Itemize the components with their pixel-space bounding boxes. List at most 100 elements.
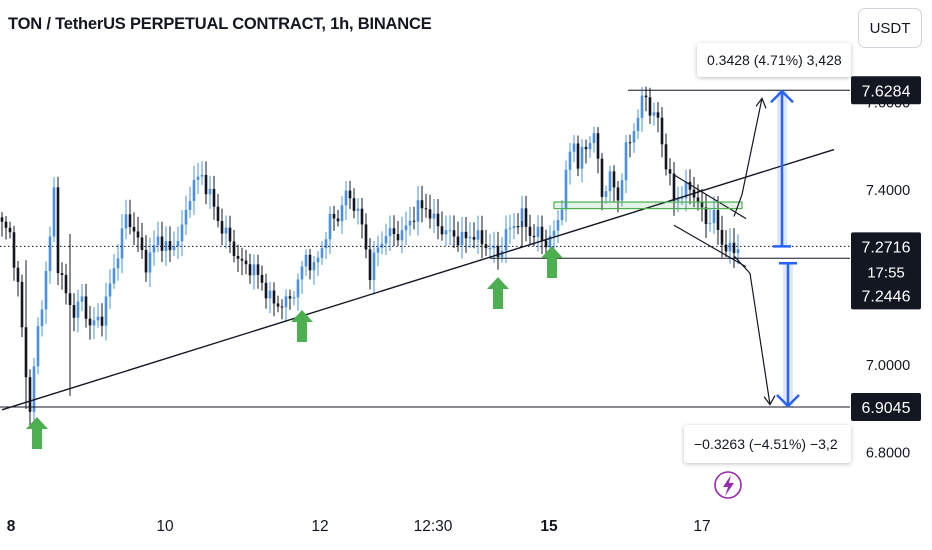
candle-body — [4, 221, 8, 228]
candle-body — [404, 225, 408, 231]
candle-body — [624, 142, 628, 181]
candle-body — [452, 230, 456, 237]
candle-body — [12, 232, 16, 268]
candle-body — [636, 117, 640, 132]
candle-body — [180, 224, 184, 242]
candle-body — [156, 236, 160, 246]
candle-body — [680, 198, 684, 200]
candle-body — [292, 297, 296, 299]
candle-body — [448, 230, 452, 232]
candle-body — [352, 198, 356, 211]
chart-drawings — [0, 89, 850, 499]
candle-body — [504, 229, 508, 251]
candle-body — [36, 326, 40, 367]
candle-body — [468, 237, 472, 239]
candle-body — [308, 254, 312, 271]
candle-body — [620, 180, 624, 201]
candle-body — [144, 249, 148, 273]
candle-body — [576, 143, 580, 169]
candle-body — [532, 235, 536, 238]
candle-body — [16, 267, 20, 282]
candle-body — [608, 171, 612, 192]
candle-body — [688, 181, 692, 190]
candle-body — [108, 283, 112, 297]
candle-body — [512, 226, 516, 229]
candle-body — [148, 252, 152, 273]
candle-body — [296, 279, 300, 298]
candle-body — [428, 209, 432, 219]
candlestick-series — [0, 86, 740, 426]
candle-body — [220, 221, 224, 234]
candle-body — [304, 254, 308, 267]
candle-body — [224, 227, 228, 234]
candle-body — [492, 245, 496, 249]
candle-body — [176, 241, 180, 247]
current-price-tag: 7.2716 — [862, 239, 911, 256]
candle-body — [276, 303, 280, 307]
candle-body — [596, 133, 600, 159]
candle-body — [484, 244, 488, 249]
lightning-icon-bolt — [723, 475, 734, 496]
candle-body — [204, 174, 208, 195]
x-tick-label: 12:30 — [414, 518, 453, 535]
candle-body — [356, 208, 360, 211]
candle-body — [584, 146, 588, 150]
candle-body — [408, 220, 412, 226]
candle-body — [616, 187, 620, 201]
candle-body — [676, 198, 680, 201]
channel-upper — [673, 174, 747, 220]
lightning-icon[interactable] — [714, 471, 742, 499]
price-axis: 7.60007.40007.00006.80007.62847.27167.24… — [851, 76, 921, 462]
trendline — [1, 148, 835, 411]
candle-body — [320, 248, 324, 258]
current-price-tag-bg — [851, 232, 921, 261]
candle-body — [84, 296, 88, 319]
candle-body — [172, 246, 176, 251]
candle-body — [92, 320, 96, 326]
candle-body — [672, 173, 676, 201]
y-tick-label: 7.0000 — [866, 358, 910, 374]
candle-body — [520, 208, 524, 228]
candle-body — [348, 190, 352, 199]
candle-body — [388, 228, 392, 237]
x-tick-label: 15 — [540, 518, 558, 535]
candle-body — [8, 227, 12, 233]
projection-down-path — [733, 255, 771, 405]
candle-body — [544, 240, 548, 248]
candle-body — [124, 214, 128, 229]
candle-body — [160, 236, 164, 251]
candle-body — [128, 214, 132, 227]
candle-body — [284, 296, 288, 308]
candle-body — [40, 309, 44, 327]
candle-body — [424, 208, 428, 210]
candle-body — [136, 231, 140, 238]
candle-body — [208, 188, 212, 195]
candle-body — [684, 181, 688, 199]
candle-body — [588, 143, 592, 150]
candle-body — [260, 274, 264, 283]
x-tick-label: 17 — [693, 518, 710, 535]
candle-body — [240, 258, 244, 261]
candle-body — [536, 226, 540, 238]
candle-body — [548, 235, 552, 248]
currency-button[interactable]: USDT — [858, 8, 922, 48]
candle-body — [20, 281, 24, 328]
candle-body — [556, 219, 560, 231]
target-high-tag-bg — [851, 76, 921, 105]
candle-body — [344, 190, 348, 206]
candle-body — [380, 243, 384, 248]
candle-body — [116, 258, 120, 269]
candle-body — [604, 191, 608, 197]
candle-body — [340, 205, 344, 222]
candle-body — [192, 179, 196, 201]
candle-body — [360, 208, 364, 225]
candle-body — [412, 220, 416, 222]
candle-body — [704, 207, 708, 225]
target-high-tag: 7.6284 — [862, 83, 911, 100]
candle-body — [712, 210, 716, 224]
candle-body — [648, 97, 652, 116]
candle-body — [444, 230, 448, 235]
x-tick-label: 8 — [7, 518, 16, 535]
support-tag: 7.2446 — [862, 288, 911, 305]
